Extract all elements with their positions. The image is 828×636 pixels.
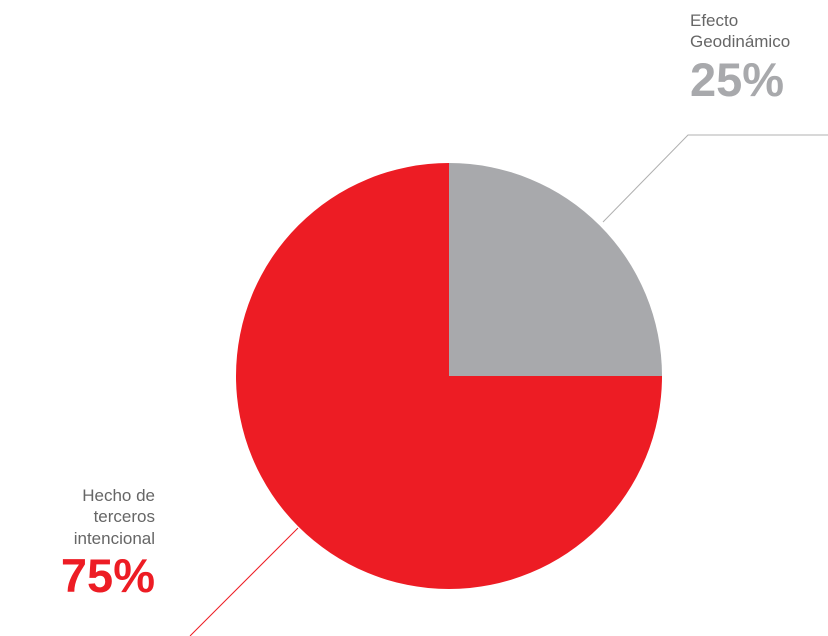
pie-slice-0	[449, 163, 662, 376]
slice-percent-geodinamico: 25%	[690, 52, 785, 106]
slice-name-line: intencional	[73, 528, 155, 548]
leader-line-intencional	[189, 527, 299, 636]
slice-label-geodinamico: Efecto Geodinámico 25%	[690, 10, 790, 104]
pie-slice-1	[236, 163, 662, 589]
slice-percent-intencional: 75%	[60, 548, 155, 602]
slice-name-line: Hecho de	[82, 486, 155, 505]
pie-slices	[236, 163, 662, 589]
slice-name-line: Geodinámico	[690, 32, 791, 52]
slice-name-line: terceros	[93, 507, 155, 527]
slice-name-line: Efecto	[690, 11, 739, 30]
leader-line-geodinamico	[602, 134, 828, 223]
slice-label-intencional: Hecho de terceros intencional 75%	[61, 485, 155, 600]
leader-lines	[189, 134, 828, 636]
